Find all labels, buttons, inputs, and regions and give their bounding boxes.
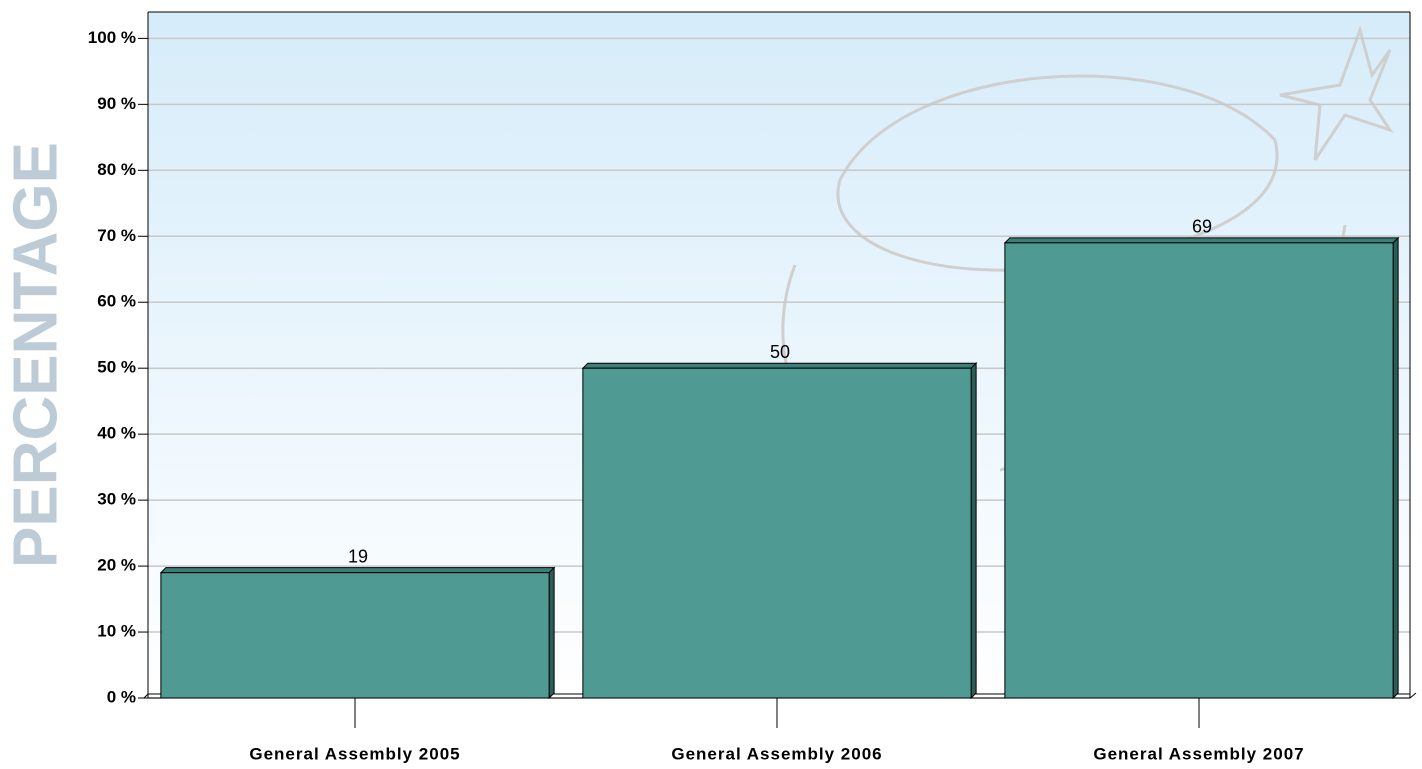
bar-top	[159, 567, 556, 574]
y-tick-label: 60 %	[97, 292, 136, 311]
y-tick-label: 0 %	[107, 687, 136, 706]
y-tick-label: 90 %	[97, 94, 136, 113]
y-tick-label: 70 %	[97, 226, 136, 245]
bar-side	[970, 361, 977, 700]
y-tick-label: 20 %	[97, 556, 136, 575]
value-label: 69	[1192, 217, 1212, 237]
x-tick-label: General Assembly 2005	[249, 744, 460, 763]
y-axis-label: PERCENTAGE	[1, 142, 70, 568]
value-label: 50	[770, 342, 790, 362]
x-tick-label: General Assembly 2006	[671, 744, 882, 763]
y-tick-label: 50 %	[97, 358, 136, 377]
bar	[160, 572, 550, 699]
y-tick-label: 100 %	[88, 28, 136, 47]
y-tick-label: 30 %	[97, 490, 136, 509]
value-label: 19	[348, 546, 368, 566]
floor	[143, 692, 1417, 699]
y-tick-label: 40 %	[97, 424, 136, 443]
bar-side	[548, 566, 555, 700]
y-tick-label: 80 %	[97, 160, 136, 179]
x-tick-label: General Assembly 2007	[1093, 744, 1304, 763]
bar-top	[1003, 237, 1400, 244]
bar-top	[581, 362, 978, 369]
y-tick-label: 10 %	[97, 622, 136, 641]
bar	[582, 367, 972, 699]
bar-side	[1392, 236, 1399, 700]
bar	[1004, 242, 1394, 699]
